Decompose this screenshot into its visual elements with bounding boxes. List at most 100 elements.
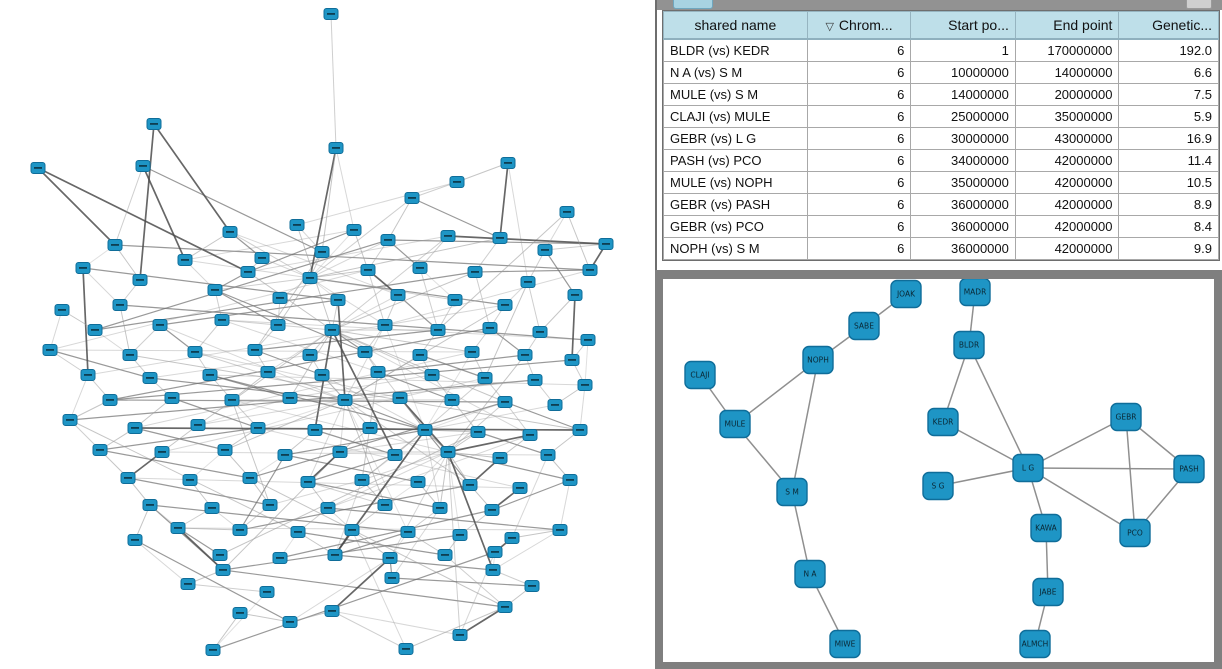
table-cell[interactable]: 6 <box>806 83 912 106</box>
table-cell[interactable]: 6 <box>806 149 912 172</box>
network-node[interactable]: JABE <box>1032 577 1064 607</box>
table-cell[interactable]: 6 <box>806 61 912 84</box>
table-row[interactable]: GEBR (vs) PASH 6 36000000 42000000 8.9 <box>663 193 1219 216</box>
network-node[interactable]: NOPH <box>802 345 834 375</box>
filter-icon[interactable]: ▽ <box>825 21 834 33</box>
node-shape[interactable] <box>719 409 751 439</box>
table-cell[interactable]: 42000000 <box>1014 193 1120 216</box>
node-shape[interactable] <box>1019 629 1051 659</box>
table-cell[interactable]: 20000000 <box>1014 83 1120 106</box>
network-node[interactable]: N A <box>794 559 826 589</box>
node-shape[interactable] <box>1030 513 1062 543</box>
table-cell[interactable]: GEBR (vs) L G <box>663 127 808 150</box>
network-node[interactable]: L G <box>1012 453 1044 483</box>
network-node[interactable]: KAWA <box>1030 513 1062 543</box>
table-cell[interactable]: PASH (vs) PCO <box>663 149 808 172</box>
network-node[interactable]: ALMCH <box>1019 629 1051 659</box>
table-cell[interactable]: N A (vs) S M <box>663 61 808 84</box>
network-node[interactable]: KEDR <box>927 407 959 437</box>
network-edge[interactable] <box>1027 467 1136 534</box>
network-node[interactable]: JOAK <box>890 279 922 309</box>
table-cell[interactable]: 6.6 <box>1118 61 1219 84</box>
table-row[interactable]: MULE (vs) NOPH 6 35000000 42000000 10.5 <box>663 171 1219 194</box>
table-cell[interactable]: GEBR (vs) PASH <box>663 193 808 216</box>
table-cell[interactable]: 5.9 <box>1118 105 1219 128</box>
scrollbar-fragment-left[interactable] <box>673 0 713 9</box>
network-node[interactable]: S G <box>922 471 954 501</box>
node-shape[interactable] <box>1119 518 1151 548</box>
table-row[interactable]: PASH (vs) PCO 6 34000000 42000000 11.4 <box>663 149 1219 172</box>
table-cell[interactable]: 35000000 <box>1014 105 1120 128</box>
column-header-shared-name[interactable]: shared name <box>663 11 808 40</box>
table-cell[interactable]: MULE (vs) NOPH <box>663 171 808 194</box>
node-shape[interactable] <box>927 407 959 437</box>
table-cell[interactable]: 6 <box>806 215 912 238</box>
table-cell[interactable]: 9.9 <box>1118 237 1219 260</box>
table-cell[interactable]: 25000000 <box>910 105 1016 128</box>
network-node[interactable]: S M <box>776 477 808 507</box>
table-cell[interactable]: 42000000 <box>1014 237 1120 260</box>
table-cell[interactable]: 8.9 <box>1118 193 1219 216</box>
node-shape[interactable] <box>1032 577 1064 607</box>
network-node[interactable]: MIWE <box>829 629 861 659</box>
network-node[interactable]: GEBR <box>1110 402 1142 432</box>
column-header-start-position[interactable]: Start po... <box>910 11 1016 40</box>
table-cell[interactable]: 14000000 <box>1014 61 1120 84</box>
table-cell[interactable]: 10000000 <box>910 61 1016 84</box>
table-row[interactable]: GEBR (vs) PCO 6 36000000 42000000 8.4 <box>663 215 1219 238</box>
table-cell[interactable]: 14000000 <box>910 83 1016 106</box>
table-cell[interactable]: 42000000 <box>1014 149 1120 172</box>
table-cell[interactable]: 42000000 <box>1014 215 1120 238</box>
table-cell[interactable]: 43000000 <box>1014 127 1120 150</box>
network-node[interactable]: PASH <box>1173 454 1205 484</box>
table-cell[interactable]: 36000000 <box>910 193 1016 216</box>
table-cell[interactable]: BLDR (vs) KEDR <box>663 38 808 62</box>
table-cell[interactable]: 36000000 <box>910 215 1016 238</box>
network-node[interactable]: MADR <box>959 279 991 307</box>
table-cell[interactable]: 42000000 <box>1014 171 1120 194</box>
node-shape[interactable] <box>922 471 954 501</box>
node-shape[interactable] <box>794 559 826 589</box>
table-cell[interactable]: 6 <box>806 237 912 260</box>
scrollbar-fragment-right[interactable] <box>1186 0 1212 9</box>
table-cell[interactable]: 11.4 <box>1118 149 1219 172</box>
filtered-network-svg[interactable]: CLAJI MULE NOPH SABE JOAK S M N A MIWE MADR BLDR K… <box>663 279 1214 662</box>
network-edge[interactable] <box>968 344 1029 469</box>
network-edge[interactable] <box>1125 416 1136 534</box>
table-cell[interactable]: 8.4 <box>1118 215 1219 238</box>
table-cell[interactable]: GEBR (vs) PCO <box>663 215 808 238</box>
network-node[interactable]: CLAJI <box>684 360 716 390</box>
column-header-genetic[interactable]: Genetic... <box>1118 11 1219 40</box>
network-node[interactable]: BLDR <box>953 330 985 360</box>
table-cell[interactable]: 10.5 <box>1118 171 1219 194</box>
network-node[interactable]: PCO <box>1119 518 1151 548</box>
node-shape[interactable] <box>848 311 880 341</box>
table-cell[interactable]: 6 <box>806 38 912 62</box>
table-cell[interactable]: NOPH (vs) S M <box>663 237 808 260</box>
column-header-end-point[interactable]: End point <box>1014 11 1120 40</box>
network-edge[interactable] <box>1027 467 1190 470</box>
network-edge[interactable] <box>791 359 819 493</box>
table-row[interactable]: CLAJI (vs) MULE 6 25000000 35000000 5.9 <box>663 105 1219 128</box>
table-cell[interactable]: 6 <box>806 127 912 150</box>
table-cell[interactable]: 30000000 <box>910 127 1016 150</box>
table-cell[interactable]: 6 <box>806 171 912 194</box>
table-row[interactable]: GEBR (vs) L G 6 30000000 43000000 16.9 <box>663 127 1219 150</box>
node-shape[interactable] <box>890 279 922 309</box>
table-row[interactable]: BLDR (vs) KEDR 6 1 170000000 192.0 <box>663 38 1219 62</box>
node-shape[interactable] <box>1173 454 1205 484</box>
node-shape[interactable] <box>802 345 834 375</box>
table-cell[interactable]: 16.9 <box>1118 127 1219 150</box>
table-cell[interactable]: 192.0 <box>1118 38 1219 62</box>
node-shape[interactable] <box>953 330 985 360</box>
table-cell[interactable]: 1 <box>910 38 1016 62</box>
node-shape[interactable] <box>776 477 808 507</box>
node-shape[interactable] <box>959 279 991 307</box>
node-shape[interactable] <box>829 629 861 659</box>
network-edge[interactable] <box>1027 416 1127 469</box>
column-header-chromosome[interactable]: ▽ Chrom... <box>806 11 912 40</box>
table-cell[interactable]: 36000000 <box>910 237 1016 260</box>
table-cell[interactable]: CLAJI (vs) MULE <box>663 105 808 128</box>
table-cell[interactable]: MULE (vs) S M <box>663 83 808 106</box>
table-cell[interactable]: 34000000 <box>910 149 1016 172</box>
